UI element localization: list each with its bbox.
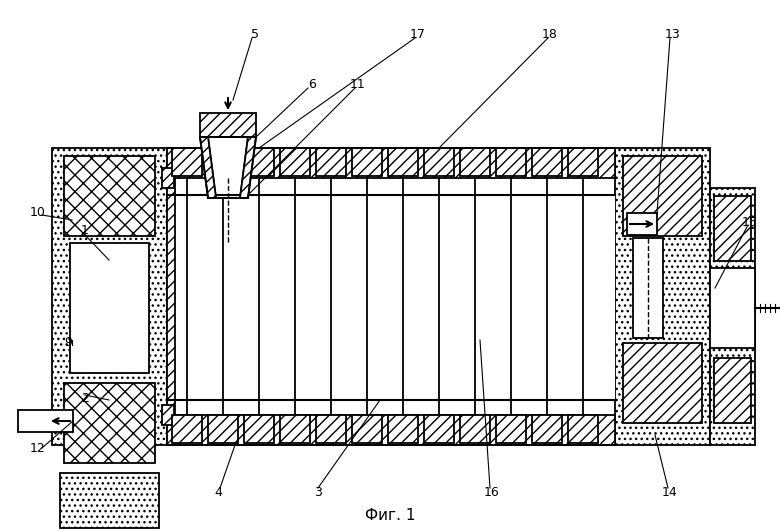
Bar [316,148,346,176]
Polygon shape [240,137,256,198]
Bar [424,148,454,176]
Bar [714,196,751,261]
Bar [615,148,710,445]
Bar [280,415,310,443]
Text: 2: 2 [81,392,89,404]
Bar [64,383,155,463]
Bar [208,415,238,443]
Bar [532,148,562,176]
Bar [167,195,615,400]
Text: 13: 13 [665,29,681,41]
Bar [568,415,598,443]
Bar [710,268,755,348]
Bar [162,168,174,188]
Bar [60,473,159,528]
Text: 15: 15 [742,215,758,229]
Bar [167,148,615,178]
Bar [710,188,755,445]
Text: 6: 6 [308,79,316,92]
Bar [388,415,418,443]
Bar [496,148,526,176]
Bar [714,358,751,423]
Bar [623,343,702,423]
Polygon shape [200,137,216,198]
Bar [460,415,490,443]
Bar [18,410,73,432]
Text: 12: 12 [30,442,46,454]
Bar [167,173,175,420]
Text: 5: 5 [251,29,259,41]
Bar [208,148,238,176]
Text: 10: 10 [30,205,46,219]
Bar [52,148,167,445]
Bar [280,148,310,176]
Text: 11: 11 [350,79,366,92]
Bar [633,238,663,338]
Bar [172,415,202,443]
Bar [352,415,382,443]
Text: 14: 14 [662,486,678,498]
Bar [352,148,382,176]
Text: 16: 16 [484,486,500,498]
Bar [200,113,256,137]
Text: 17: 17 [410,29,426,41]
Text: Фиг. 1: Фиг. 1 [365,508,415,522]
Bar [172,148,202,176]
Bar [244,148,274,176]
Bar [388,148,418,176]
Bar [496,415,526,443]
Bar [568,148,598,176]
Bar [532,415,562,443]
Text: 9: 9 [64,336,72,348]
Bar [70,243,149,373]
Text: 4: 4 [214,486,222,498]
Bar [167,415,615,445]
Bar [623,156,702,236]
Polygon shape [208,137,248,198]
Bar [627,213,657,235]
Bar [244,415,274,443]
Bar [460,148,490,176]
Text: 3: 3 [314,486,322,498]
Text: 1: 1 [81,223,89,237]
Bar [424,415,454,443]
Bar [64,156,155,236]
Bar [162,405,174,425]
Text: 18: 18 [542,29,558,41]
Bar [316,415,346,443]
